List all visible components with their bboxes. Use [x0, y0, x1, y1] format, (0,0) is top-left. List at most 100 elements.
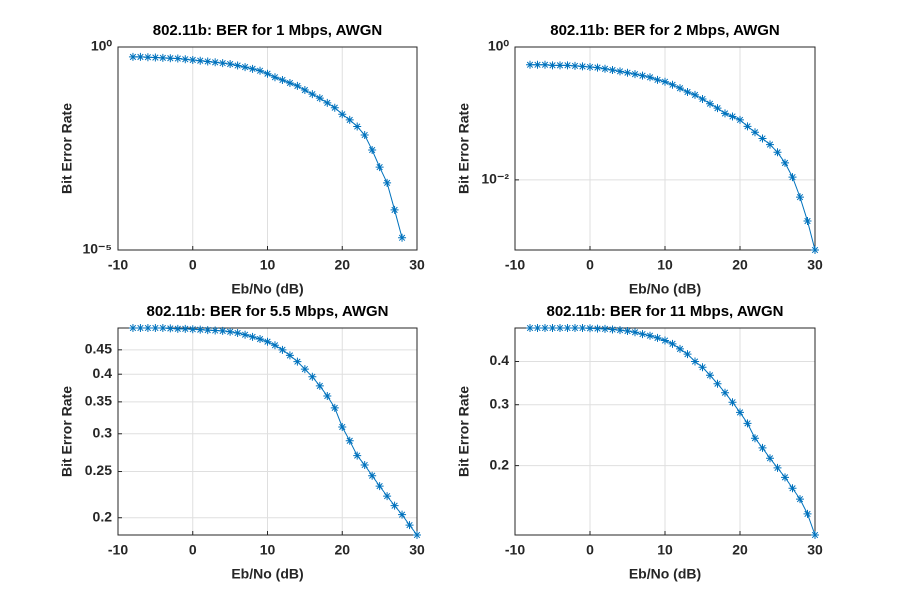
- marker: [315, 94, 324, 103]
- marker: [578, 62, 587, 71]
- marker: [631, 328, 639, 337]
- marker: [136, 324, 145, 332]
- y-tick-label: 10⁻⁵: [82, 241, 112, 257]
- marker: [158, 53, 167, 62]
- x-tick-label: -10: [108, 257, 128, 273]
- x-tick-label: 10: [260, 542, 276, 558]
- y-tick-label: 0.3: [93, 424, 113, 440]
- marker: [698, 94, 707, 103]
- y-tick-label: 0.3: [490, 395, 510, 411]
- marker: [526, 60, 534, 69]
- marker: [368, 146, 377, 155]
- x-tick-label: 0: [189, 542, 197, 558]
- x-tick-label: 30: [409, 542, 425, 558]
- marker: [360, 461, 369, 470]
- marker: [706, 99, 714, 108]
- marker: [226, 327, 235, 336]
- marker: [803, 509, 812, 518]
- x-tick-label: 10: [657, 542, 673, 558]
- marker: [233, 61, 242, 70]
- marker: [751, 434, 759, 443]
- marker: [226, 60, 235, 69]
- x-tick-label: 10: [260, 257, 276, 273]
- x-tick-label: 30: [807, 257, 823, 273]
- x-tick-label: 20: [334, 542, 350, 558]
- marker: [706, 371, 714, 380]
- marker: [586, 324, 594, 333]
- marker: [796, 193, 804, 202]
- x-tick-label: 30: [807, 542, 823, 558]
- marker: [638, 71, 647, 80]
- marker: [338, 110, 347, 119]
- y-axis-label: Bit Error Rate: [456, 386, 472, 477]
- chart-title: 802.11b: BER for 1 Mbps, AWGN: [153, 22, 383, 39]
- y-tick-label: 10⁰: [91, 38, 113, 54]
- marker: [211, 326, 220, 335]
- marker: [308, 90, 317, 99]
- marker: [308, 372, 317, 381]
- marker: [330, 103, 339, 112]
- marker: [653, 75, 662, 84]
- marker: [181, 324, 190, 333]
- marker: [278, 75, 287, 84]
- marker: [601, 324, 609, 333]
- marker: [375, 482, 384, 491]
- marker: [293, 357, 302, 366]
- marker: [151, 53, 160, 62]
- x-tick-label: 20: [334, 257, 350, 273]
- marker: [166, 54, 175, 63]
- marker: [256, 66, 265, 75]
- marker: [773, 463, 782, 472]
- marker: [203, 57, 212, 66]
- axes-box: [514, 46, 816, 251]
- marker: [743, 122, 752, 131]
- y-tick-label: 0.25: [85, 462, 112, 478]
- marker: [203, 326, 212, 335]
- marker: [721, 109, 729, 118]
- marker: [330, 403, 339, 412]
- marker: [728, 398, 737, 407]
- marker: [143, 324, 152, 332]
- marker: [128, 324, 137, 332]
- marker: [803, 217, 812, 226]
- marker: [661, 77, 669, 86]
- marker: [781, 473, 789, 482]
- marker: [623, 68, 632, 77]
- marker: [285, 78, 294, 87]
- y-tick-label: 0.4: [93, 365, 113, 381]
- y-axis-label: Bit Error Rate: [59, 103, 75, 194]
- marker: [300, 365, 309, 374]
- marker: [166, 324, 175, 333]
- marker: [556, 61, 564, 70]
- marker: [676, 84, 684, 93]
- x-tick-label: 30: [409, 257, 425, 273]
- marker: [285, 351, 294, 360]
- marker: [390, 501, 399, 510]
- marker: [263, 69, 272, 78]
- axes-box: [117, 46, 418, 251]
- marker: [728, 112, 737, 121]
- y-axis-label: Bit Error Rate: [456, 103, 472, 194]
- y-tick-label: 10⁰: [488, 38, 510, 54]
- marker: [563, 324, 572, 332]
- marker: [293, 81, 302, 90]
- marker: [548, 61, 557, 70]
- marker: [533, 324, 542, 332]
- marker: [188, 55, 197, 64]
- marker: [586, 62, 594, 71]
- marker: [233, 329, 242, 338]
- marker: [608, 66, 617, 75]
- marker: [646, 331, 654, 340]
- y-tick-label: 0.4: [490, 352, 510, 368]
- chart-title: 802.11b: BER for 5.5 Mbps, AWGN: [147, 303, 389, 320]
- marker: [766, 140, 774, 149]
- marker: [398, 510, 407, 519]
- marker: [390, 205, 399, 214]
- marker: [743, 419, 752, 428]
- marker: [631, 70, 639, 79]
- marker: [218, 326, 227, 335]
- marker: [158, 324, 167, 332]
- marker: [653, 333, 662, 342]
- x-tick-label: 20: [732, 257, 748, 273]
